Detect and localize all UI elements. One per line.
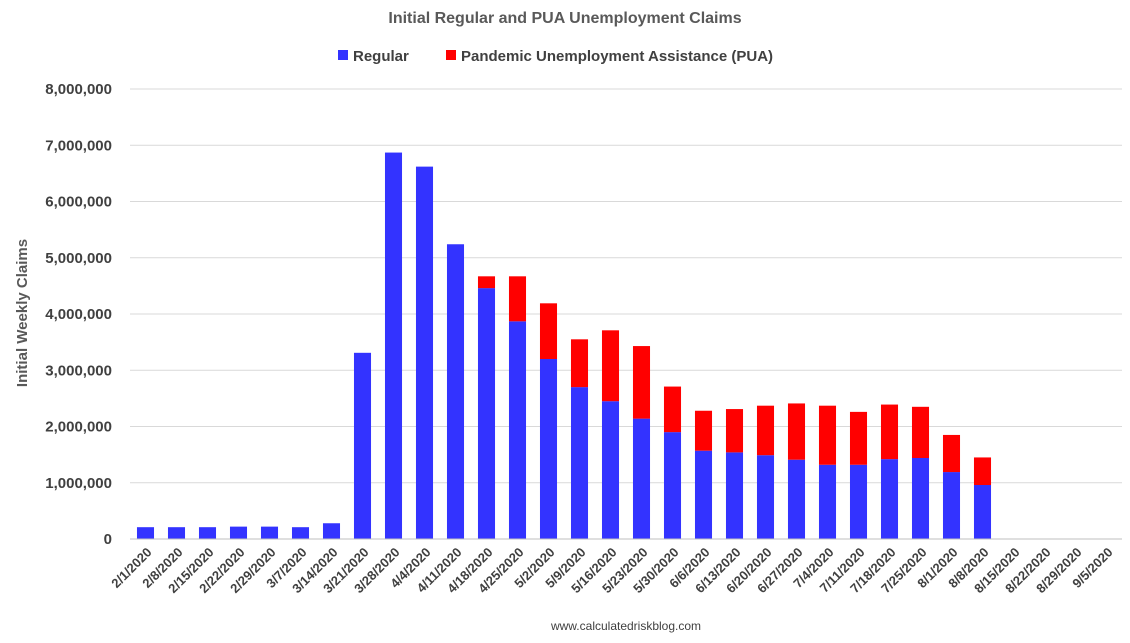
bar-regular xyxy=(601,401,620,539)
y-tick-label: 8,000,000 xyxy=(45,81,112,98)
bar-pua xyxy=(849,411,868,465)
bar-regular xyxy=(880,459,899,539)
bar-regular xyxy=(632,418,651,539)
legend-swatch-pua xyxy=(446,50,456,60)
bar-regular xyxy=(353,352,372,539)
bar-regular xyxy=(787,459,806,539)
legend-swatch-regular xyxy=(338,50,348,60)
source-credit: www.calculatedriskblog.com xyxy=(550,619,701,633)
bar-regular xyxy=(725,452,744,539)
chart-title: Initial Regular and PUA Unemployment Cla… xyxy=(388,10,741,27)
bar-pua xyxy=(477,276,496,289)
bar-pua xyxy=(570,339,589,388)
y-tick-label: 3,000,000 xyxy=(45,362,112,379)
bar-regular xyxy=(229,526,248,539)
bar-regular xyxy=(849,464,868,539)
bar-regular xyxy=(291,527,310,539)
y-tick-label: 6,000,000 xyxy=(45,194,112,211)
x-axis-ticks: 2/1/20202/8/20202/15/20202/22/20202/29/2… xyxy=(108,545,1115,597)
y-tick-label: 5,000,000 xyxy=(45,250,112,267)
y-axis-ticks: 0 1,000,000 2,000,000 3,000,000 4,000,000 5,0… xyxy=(45,81,112,548)
bar-pua xyxy=(818,405,837,465)
bar-pua xyxy=(942,434,961,473)
bar-pua xyxy=(880,404,899,460)
y-axis-label: Initial Weekly Claims xyxy=(14,239,31,387)
bar-regular xyxy=(415,166,434,539)
bars xyxy=(136,152,992,539)
bar-regular xyxy=(694,450,713,539)
gridlines xyxy=(130,88,1122,484)
bar-pua xyxy=(973,457,992,485)
bar-regular xyxy=(663,432,682,539)
bar-pua xyxy=(601,330,620,402)
legend: Regular Pandemic Unemployment Assistance… xyxy=(338,48,773,65)
bar-regular xyxy=(260,526,279,539)
bar-regular xyxy=(167,527,186,539)
bar-regular xyxy=(136,527,155,539)
bar-regular xyxy=(322,523,341,539)
bar-regular xyxy=(756,455,775,539)
legend-label-pua: Pandemic Unemployment Assistance (PUA) xyxy=(461,48,773,65)
bar-pua xyxy=(725,409,744,453)
y-tick-label: 4,000,000 xyxy=(45,306,112,323)
bar-regular xyxy=(942,472,961,539)
legend-label-regular: Regular xyxy=(353,48,409,65)
bar-regular xyxy=(384,152,403,539)
bar-regular xyxy=(477,288,496,539)
bar-pua xyxy=(539,303,558,359)
bar-pua xyxy=(911,406,930,458)
bar-pua xyxy=(508,276,527,322)
bar-regular xyxy=(973,485,992,539)
bar-regular xyxy=(570,387,589,539)
y-tick-label: 7,000,000 xyxy=(45,137,112,154)
bar-pua xyxy=(632,346,651,419)
bar-regular xyxy=(446,244,465,539)
bar-pua xyxy=(663,386,682,433)
bar-pua xyxy=(756,405,775,456)
bar-regular xyxy=(911,458,930,539)
bar-regular xyxy=(818,464,837,539)
bar-regular xyxy=(539,359,558,539)
y-tick-label: 1,000,000 xyxy=(45,475,112,492)
bar-regular xyxy=(508,321,527,539)
bar-pua xyxy=(787,403,806,460)
bar-regular xyxy=(198,527,217,539)
bar-pua xyxy=(694,410,713,451)
y-tick-label: 0 xyxy=(104,531,112,548)
y-tick-label: 2,000,000 xyxy=(45,419,112,436)
